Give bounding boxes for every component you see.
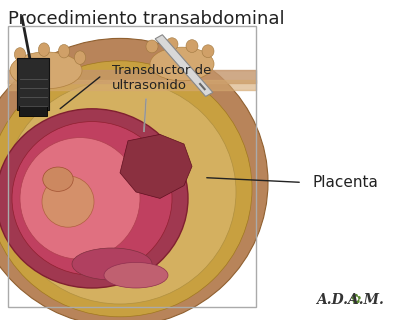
Text: ✿: ✿: [350, 292, 360, 306]
Ellipse shape: [38, 43, 50, 56]
Ellipse shape: [0, 61, 252, 317]
Ellipse shape: [0, 38, 268, 320]
Polygon shape: [155, 35, 213, 96]
Polygon shape: [120, 134, 192, 198]
Ellipse shape: [74, 51, 86, 64]
Ellipse shape: [20, 138, 140, 259]
Ellipse shape: [104, 262, 168, 288]
Text: A.D.A.M.: A.D.A.M.: [316, 293, 384, 307]
Ellipse shape: [150, 47, 214, 81]
Circle shape: [43, 167, 73, 191]
Ellipse shape: [10, 52, 82, 89]
FancyBboxPatch shape: [19, 106, 47, 116]
Ellipse shape: [4, 80, 236, 304]
Ellipse shape: [186, 40, 198, 52]
Text: Transductor de
ultrasonido: Transductor de ultrasonido: [112, 64, 211, 92]
Ellipse shape: [166, 38, 178, 51]
FancyBboxPatch shape: [17, 58, 49, 110]
Ellipse shape: [146, 40, 158, 53]
Ellipse shape: [12, 122, 172, 275]
Ellipse shape: [14, 48, 26, 61]
Text: Procedimiento transabdominal: Procedimiento transabdominal: [8, 10, 285, 28]
Ellipse shape: [42, 176, 94, 227]
Ellipse shape: [58, 44, 70, 58]
Text: Placenta: Placenta: [312, 175, 378, 190]
Ellipse shape: [0, 109, 188, 288]
Ellipse shape: [72, 248, 152, 280]
Bar: [8, 26, 256, 307]
Ellipse shape: [202, 45, 214, 58]
